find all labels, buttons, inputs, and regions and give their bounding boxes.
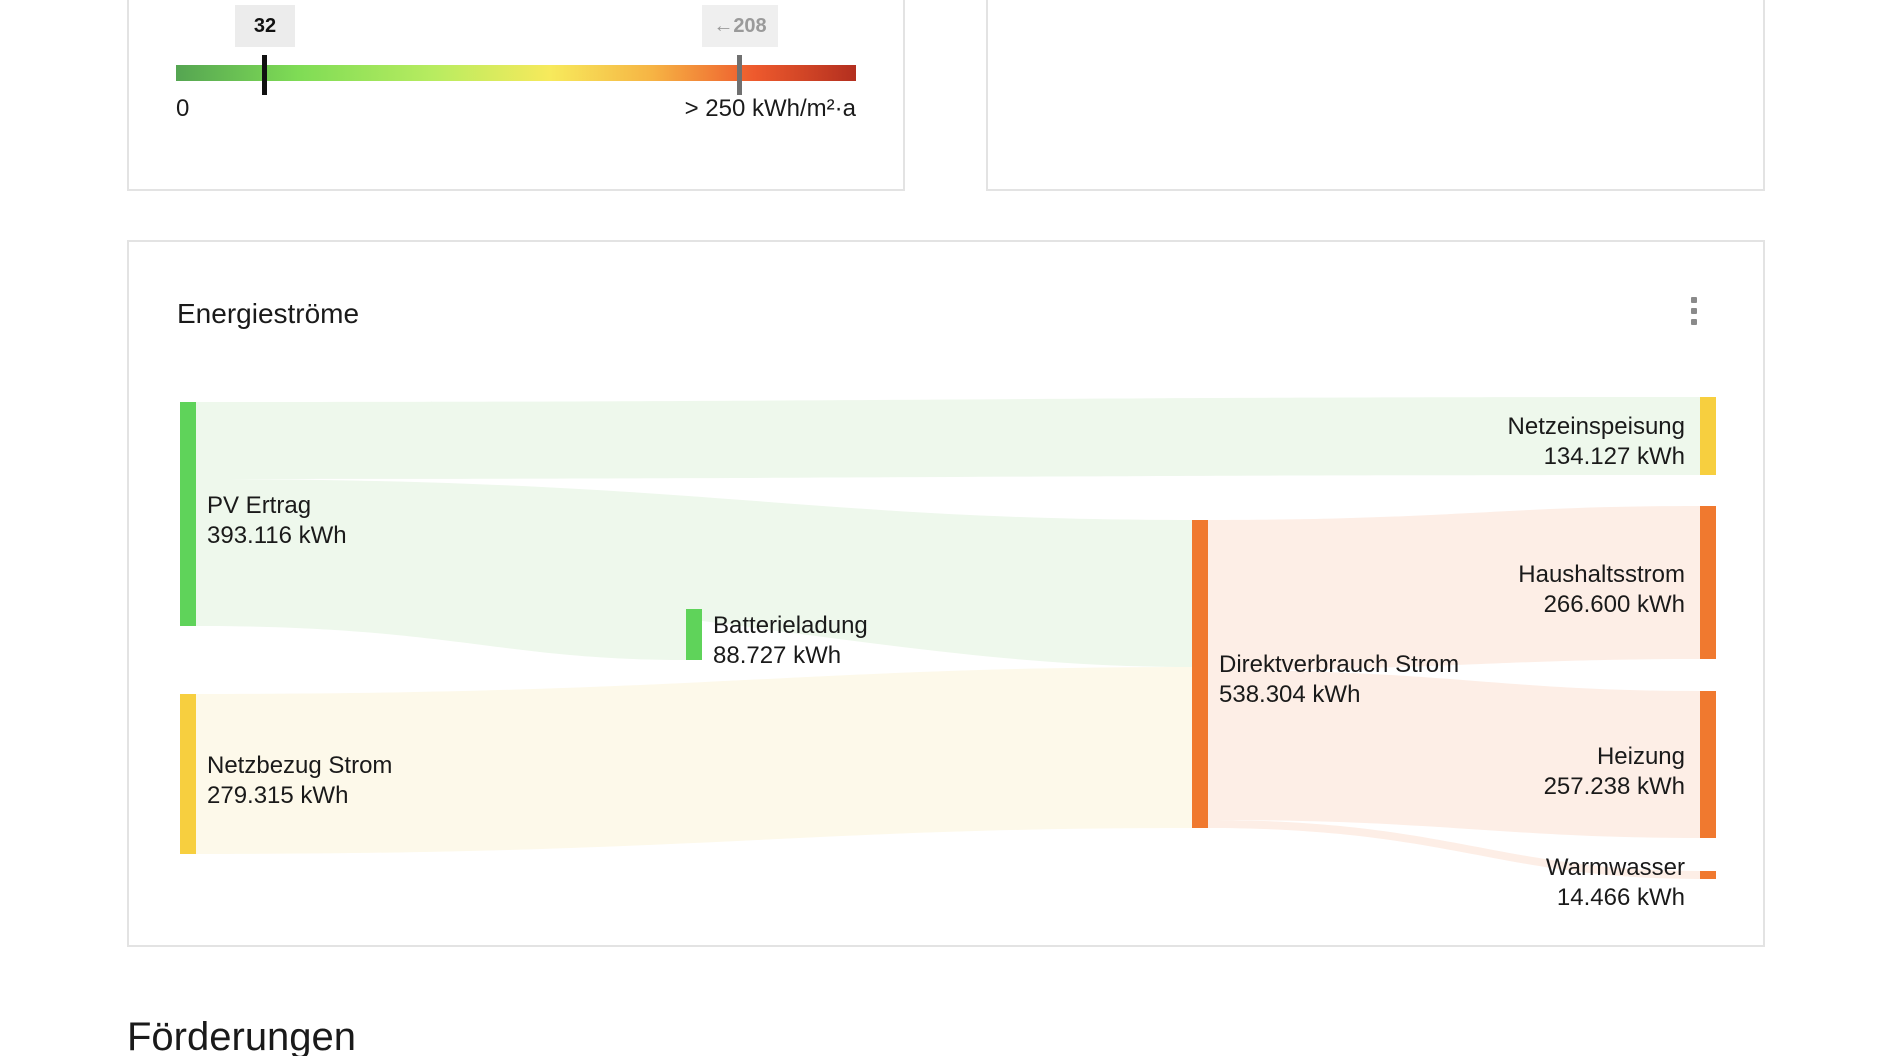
link-pv-battery: [196, 575, 686, 660]
link-direct-hotwater: [1208, 820, 1700, 879]
node-value-heating: 257.238 kWh: [1544, 773, 1685, 800]
current-value-marker: [262, 55, 267, 95]
efficiency-scale-bar: [176, 65, 856, 81]
node-value-pv: 393.116 kWh: [207, 522, 347, 549]
node-label-grid: Netzbezug Strom: [207, 752, 392, 779]
node-value-grid: 279.315 kWh: [207, 782, 348, 809]
link-direct-household: [1208, 506, 1700, 670]
node-value-hotwater: 14.466 kWh: [1557, 884, 1685, 911]
node-label-battery: Batterieladung: [713, 612, 868, 639]
node-label-pv: PV Ertrag: [207, 492, 311, 519]
node-household[interactable]: [1700, 506, 1716, 659]
reference-value-marker: [737, 55, 742, 95]
node-value-battery: 88.727 kWh: [713, 642, 841, 669]
node-label-household: Haushaltsstrom: [1518, 561, 1685, 588]
node-label-feedin: Netzeinspeisung: [1508, 413, 1685, 440]
scale-max-label: > 250 kWh/m²·a: [684, 95, 856, 122]
reference-value-badge: ←208: [702, 5, 778, 47]
node-hotwater[interactable]: [1700, 871, 1716, 879]
empty-card: [986, 0, 1765, 191]
node-grid[interactable]: [180, 694, 196, 854]
node-value-direct: 538.304 kWh: [1219, 681, 1360, 708]
node-feedin[interactable]: [1700, 397, 1716, 475]
node-value-feedin: 134.127 kWh: [1544, 443, 1685, 470]
link-grid-direct: [196, 667, 1192, 854]
node-pv[interactable]: [180, 402, 196, 626]
more-vertical-icon[interactable]: [1684, 297, 1704, 333]
node-heating[interactable]: [1700, 691, 1716, 838]
node-battery[interactable]: [686, 609, 702, 660]
node-label-hotwater: Warmwasser: [1546, 854, 1685, 881]
link-direct-heating: [1208, 670, 1700, 838]
link-pv-direct: [196, 479, 1192, 667]
node-direct[interactable]: [1192, 520, 1208, 828]
node-label-direct: Direktverbrauch Strom: [1219, 651, 1459, 678]
section-title-foerderungen: Förderungen: [127, 1015, 357, 1056]
scale-min-label: 0: [176, 95, 190, 122]
energy-flows-title: Energieströme: [177, 298, 360, 329]
node-value-household: 266.600 kWh: [1544, 591, 1685, 618]
current-value-badge: 32: [235, 5, 295, 47]
node-label-heating: Heizung: [1597, 743, 1685, 770]
link-pv-feedin: [196, 397, 1700, 479]
